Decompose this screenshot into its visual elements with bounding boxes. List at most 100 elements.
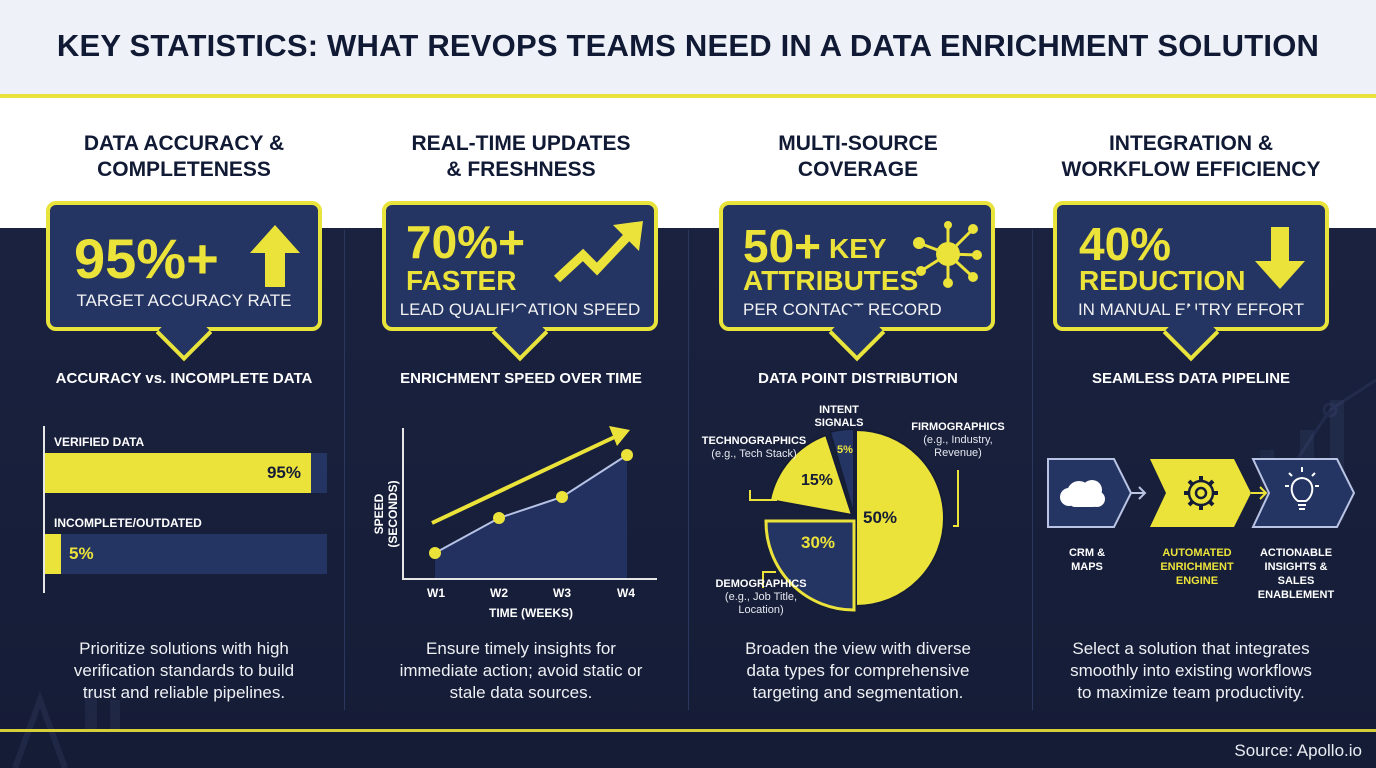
column-title-line: COVERAGE: [797, 158, 919, 181]
data-line: [434, 454, 628, 554]
column-title: INTEGRATION & WORKFLOW EFFICIENCY: [1019, 131, 1363, 183]
x-tick-label: W4: [617, 586, 635, 600]
bar-value: 5%: [69, 544, 94, 563]
slice-value: 30%: [801, 533, 836, 552]
area-fill: [435, 455, 627, 578]
pipeline-label-line: ENABLEMENT: [1257, 589, 1335, 601]
trend-up-arrow-icon: [553, 221, 643, 283]
legend-firmographics: FIRMOGRAPHICS (e.g., Industry, Revenue): [898, 421, 1018, 460]
x-tick-label: W1: [427, 586, 445, 600]
pipeline-label-line: ENRICHMENT: [1160, 561, 1234, 573]
cloud-icon: [1060, 480, 1105, 507]
pie-chart: [749, 427, 959, 612]
line-chart: [402, 426, 657, 580]
chart-title: DATA POINT DISTRIBUTION: [758, 370, 958, 387]
pipeline-label-insights: ACTIONABLE INSIGHTS & SALES ENABLEMENT: [1251, 546, 1341, 602]
column-multi-source: MULTI-SOURCE COVERAGE 50+ KEY ATTRIBUTES…: [686, 98, 1030, 718]
header-divider: [0, 94, 1376, 98]
pipeline-label-line: AUTOMATED: [1162, 547, 1232, 559]
chart-title: ENRICHMENT SPEED OVER TIME: [400, 370, 642, 387]
pipeline-label-line: ACTIONABLE: [1259, 547, 1333, 559]
stat-value: 40%: [1079, 218, 1172, 270]
x-tick-label: W3: [553, 586, 571, 600]
description-line: stale data sources.: [449, 683, 593, 702]
x-tick-label: W2: [490, 586, 508, 600]
pipeline-label-engine: AUTOMATED ENRICHMENT ENGINE: [1152, 546, 1242, 588]
description-line: targeting and segmentation.: [752, 683, 964, 702]
pipeline-label-line: CRM &: [1068, 547, 1106, 559]
description-line: trust and reliable pipelines.: [82, 683, 286, 702]
column-description: Broaden the view with diverse data types…: [686, 638, 1030, 704]
legend-technographics: TECHNOGRAPHICS (e.g., Tech Stack): [692, 435, 816, 461]
stat-caption: TARGET ACCURACY RATE: [76, 291, 292, 310]
stat-value: 95%+: [74, 227, 219, 290]
stat-caption: PER CONTACT RECORD: [743, 300, 942, 319]
slice-value: 15%: [801, 472, 834, 489]
column-title-line: MULTI-SOURCE: [778, 132, 938, 155]
pipeline-step-engine: [1150, 459, 1251, 527]
stat-value: 50+: [743, 220, 822, 272]
pipeline-label-line: MAPS: [1071, 561, 1103, 573]
description-line: smoothly into existing workflows: [1070, 661, 1312, 680]
stat-callout: 95%+ TARGET ACCURACY RATE: [46, 201, 322, 362]
description-line: Ensure timely insights for: [426, 639, 616, 658]
column-description: Prioritize solutions with high verificat…: [12, 638, 356, 704]
lightbulb-icon: [1285, 467, 1319, 510]
description-line: Broaden the view with diverse: [745, 639, 971, 658]
network-hub-icon: [913, 221, 982, 288]
slice-label: TECHNOGRAPHICS: [701, 435, 807, 447]
column-real-time: REAL-TIME UPDATES & FRESHNESS 70%+ FASTE…: [349, 98, 693, 718]
slice-detail: (e.g., Job Title, Location): [724, 591, 798, 616]
column-title-line: & FRESHNESS: [446, 158, 596, 181]
bar-label: INCOMPLETE/OUTDATED: [54, 516, 202, 530]
pipeline-label-crm: CRM & MAPS: [1057, 546, 1117, 574]
y-axis-label: SPEED (SECONDS): [372, 480, 400, 548]
bar-incomplete: [45, 534, 61, 574]
stat-value-secondary: ATTRIBUTES: [743, 265, 919, 296]
bar-track: [45, 534, 327, 574]
column-title: DATA ACCURACY & COMPLETENESS: [12, 131, 356, 183]
legend-intent-signals: INTENT SIGNALS: [814, 404, 864, 429]
stat-value-secondary: REDUCTION: [1079, 265, 1246, 296]
column-title: MULTI-SOURCE COVERAGE: [686, 131, 1030, 183]
footer-divider: [0, 729, 1376, 732]
pipeline-label-line: INSIGHTS &: [1264, 561, 1328, 573]
arrow-up-icon: [250, 225, 300, 287]
column-title-line: COMPLETENESS: [97, 158, 271, 181]
slice-label: DEMOGRAPHICS: [715, 578, 807, 590]
slice-intent-signals: [828, 427, 855, 516]
slice-detail: (e.g., Industry, Revenue): [923, 434, 993, 459]
description-line: Prioritize solutions with high: [79, 639, 289, 658]
pipeline-label-line: SALES: [1277, 575, 1315, 587]
description-line: to maximize team productivity.: [1077, 683, 1305, 702]
column-description: Select a solution that integrates smooth…: [1019, 638, 1363, 704]
arrow-down-icon: [1255, 227, 1305, 289]
slice-demographics: [764, 519, 856, 612]
stat-value-suffix: KEY: [829, 233, 887, 264]
slice-firmographics: [855, 428, 945, 608]
slice-value: 50%: [863, 508, 898, 527]
data-point: [429, 547, 441, 559]
column-divider: [344, 230, 345, 710]
page-title: KEY STATISTICS: WHAT REVOPS TEAMS NEED I…: [56, 28, 1320, 63]
description-line: data types for comprehensive: [746, 661, 970, 680]
gear-icon: [1184, 476, 1218, 510]
pipeline-diagram: [1047, 458, 1356, 528]
trend-arrowhead: [609, 426, 630, 446]
bar-value: 95%: [266, 463, 301, 482]
chart-title: ACCURACY vs. INCOMPLETE DATA: [55, 370, 313, 387]
column-title-line: DATA ACCURACY &: [83, 132, 285, 155]
legend-demographics: DEMOGRAPHICS (e.g., Job Title, Location): [706, 578, 816, 617]
stat-value: 70%+: [406, 216, 525, 268]
pipeline-step-insights: [1251, 458, 1356, 528]
data-point: [621, 449, 633, 461]
header: KEY STATISTICS: WHAT REVOPS TEAMS NEED I…: [0, 0, 1376, 95]
stat-callout: 70%+ FASTER LEAD QUALIFICATION SPEED: [382, 201, 658, 362]
description-line: Select a solution that integrates: [1072, 639, 1310, 658]
column-title-line: INTEGRATION &: [1108, 132, 1274, 155]
column-title-line: REAL-TIME UPDATES: [411, 132, 631, 155]
bar-label: VERIFIED DATA: [54, 435, 145, 449]
data-point: [493, 512, 505, 524]
data-point: [556, 491, 568, 503]
column-data-accuracy: DATA ACCURACY & COMPLETENESS 95%+ TARGET…: [12, 98, 356, 718]
